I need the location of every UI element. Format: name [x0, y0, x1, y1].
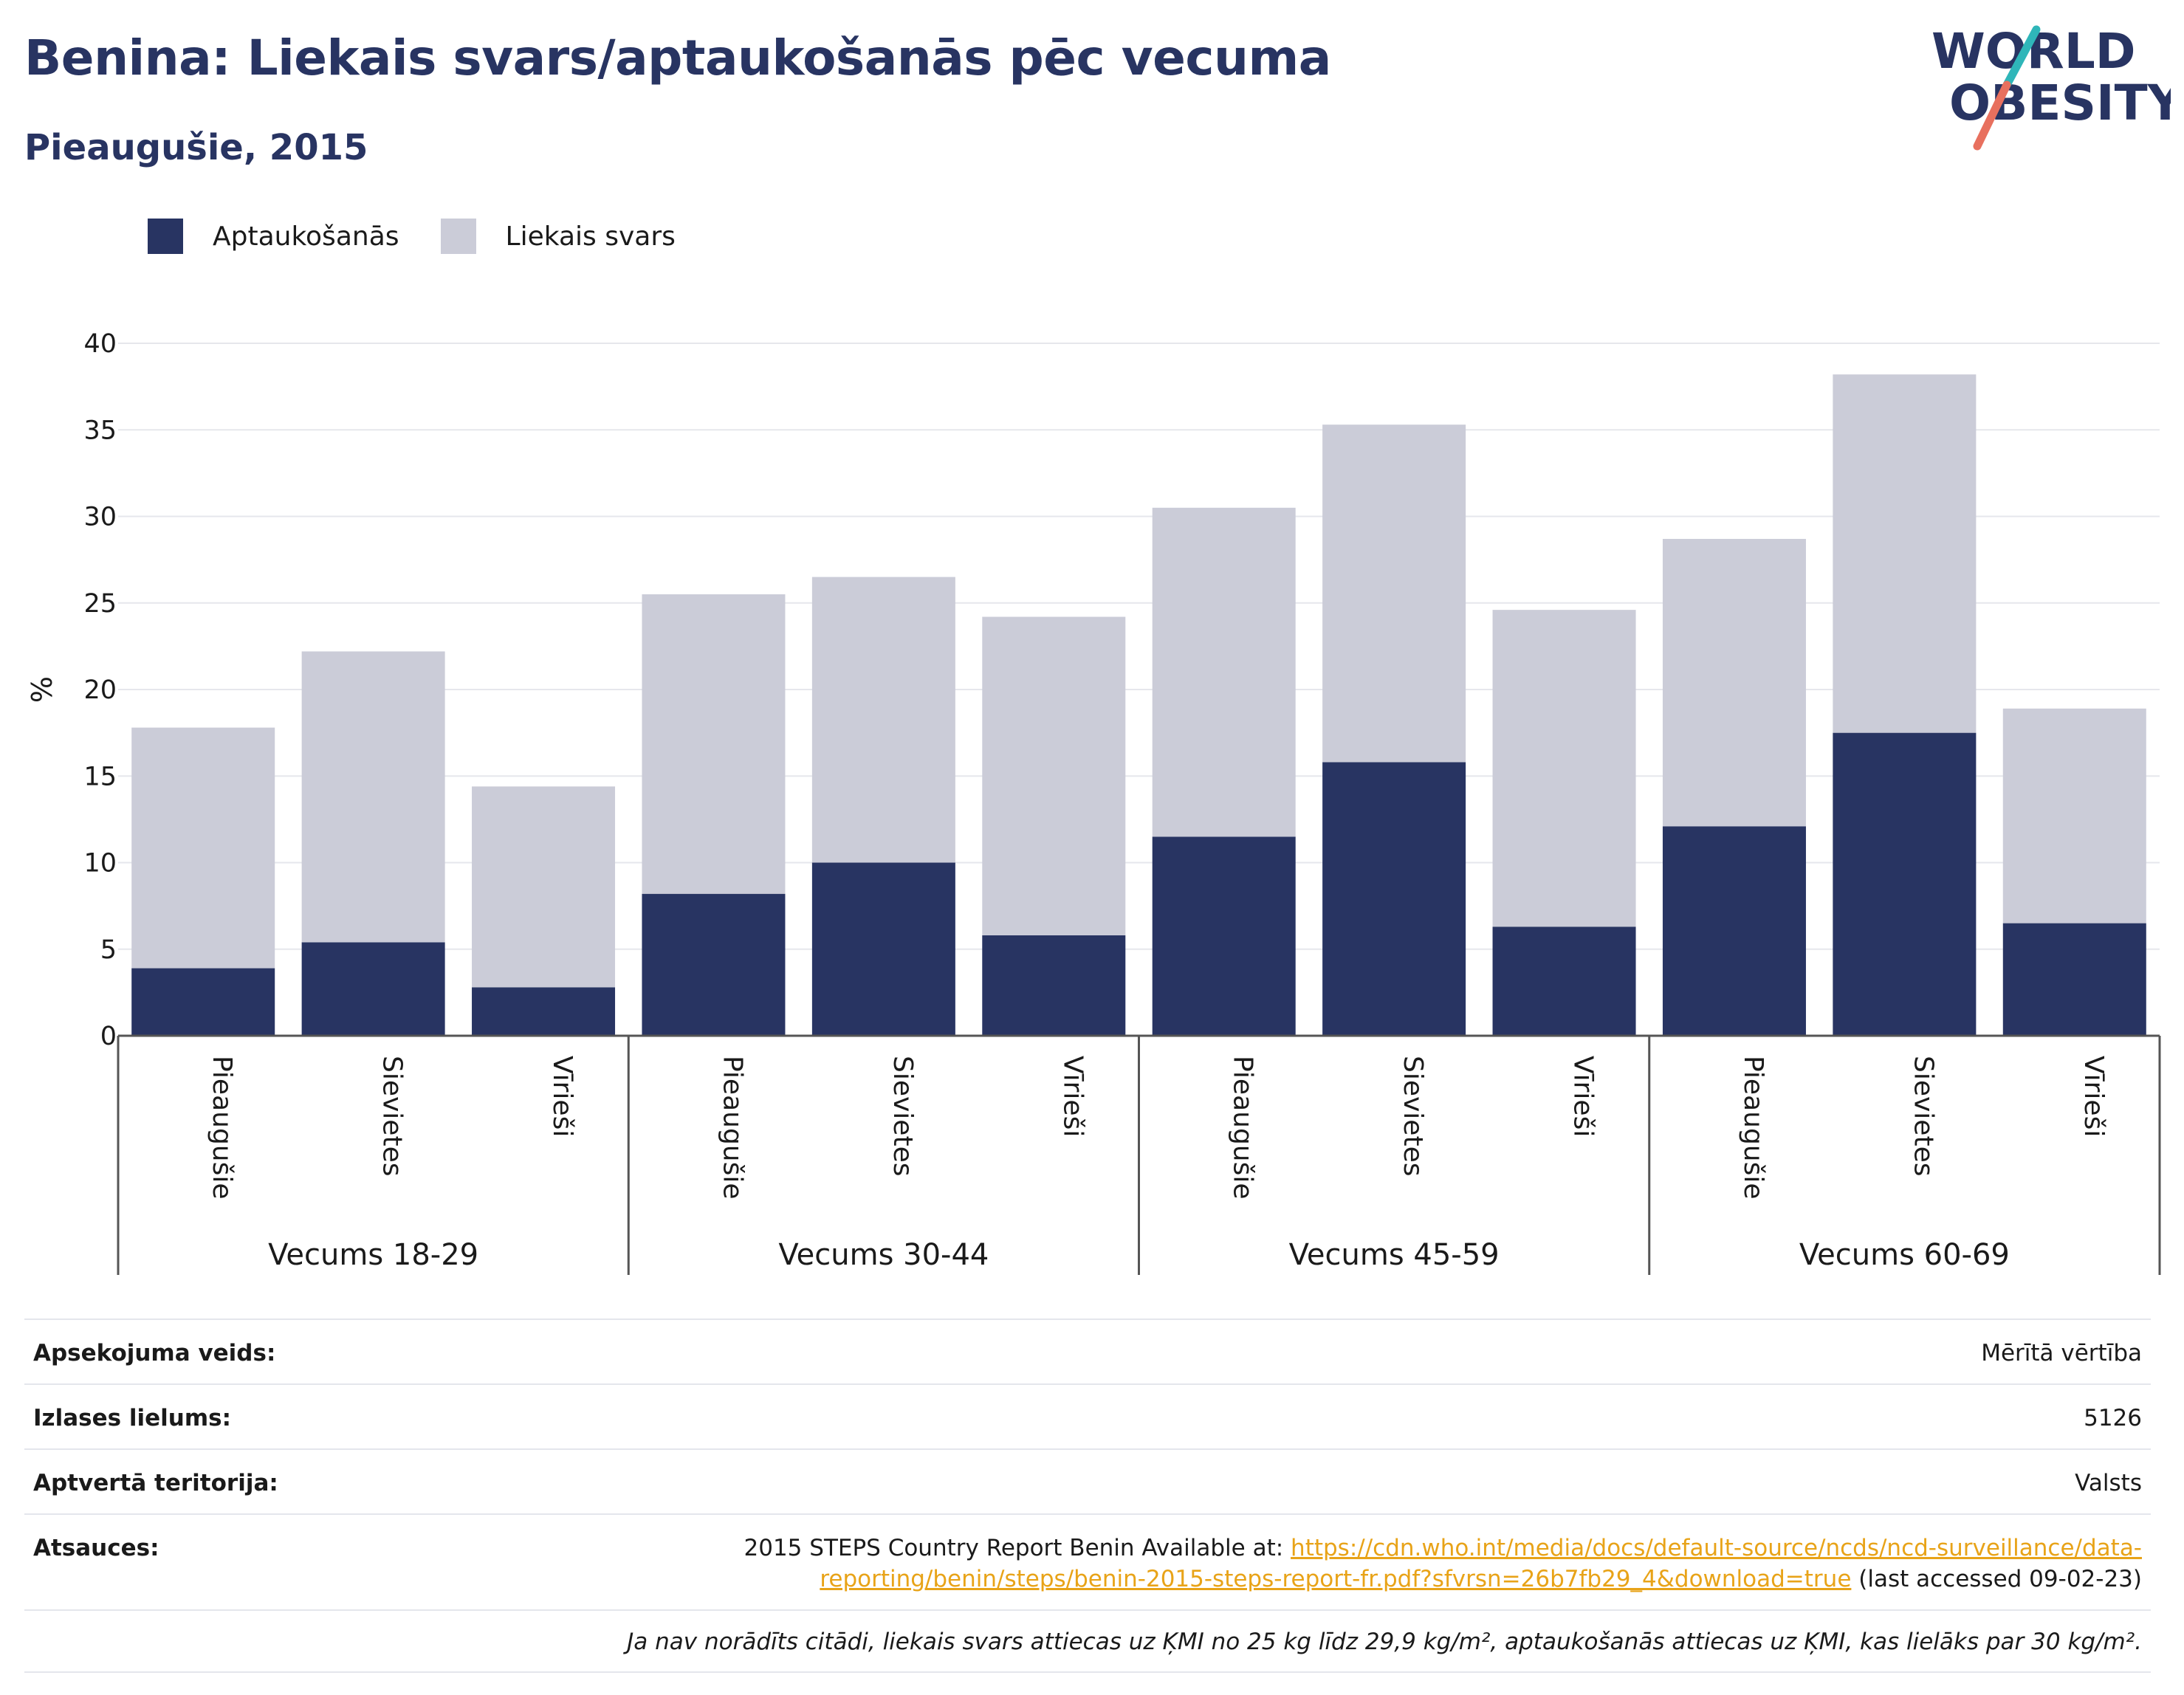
legend-swatch-obesity [148, 219, 183, 254]
bar-obesity [1662, 826, 1806, 1036]
info-row-sample-size: Izlases lielums: 5126 [24, 1383, 2151, 1448]
y-tick-label: 35 [83, 416, 117, 445]
y-tick-label: 30 [83, 503, 117, 532]
bar-overweight [301, 651, 445, 943]
bar-overweight [131, 727, 275, 969]
bar-overweight [811, 577, 955, 863]
logo-line2: OBESITY [1949, 75, 2171, 131]
bar-obesity [642, 893, 786, 1036]
x-category-label: Sievietes [1908, 1056, 1938, 1176]
x-group-label: Vecums 60-69 [1799, 1238, 2010, 1272]
bar-obesity [1322, 762, 1466, 1036]
x-category-label: Sievietes [377, 1056, 408, 1176]
x-category-label: Vīrieši [547, 1056, 577, 1137]
x-category-label: Vīrieši [2078, 1056, 2109, 1137]
y-tick-label: 10 [83, 849, 117, 879]
x-group-label: Vecums 45-59 [1289, 1238, 1500, 1272]
y-tick-label: 40 [83, 329, 117, 359]
logo-slash-coral [1973, 80, 2011, 151]
bar-obesity [1492, 926, 1636, 1036]
x-group-label: Vecums 18-29 [268, 1238, 478, 1272]
x-category-label: Sievietes [1398, 1056, 1428, 1176]
bar-obesity [811, 862, 955, 1036]
references-link[interactable]: https://cdn.who.int/media/docs/default-s… [820, 1535, 2142, 1592]
references-prefix: 2015 STEPS Country Report Benin Availabl… [744, 1535, 1291, 1561]
x-category-label: Vīrieši [1057, 1056, 1088, 1137]
references-suffix: (last accessed 09-02-23) [1851, 1566, 2142, 1592]
bar-obesity [131, 968, 275, 1036]
legend-item-obesity: Aptaukošanās [148, 219, 399, 254]
legend-item-overweight: Liekais svars [440, 219, 676, 254]
logo-slash-teal [2002, 25, 2041, 89]
info-row-area: Aptvertā teritorija: Valsts [24, 1448, 2151, 1513]
y-tick-label: 0 [100, 1022, 117, 1051]
survey-type-value: Mērītā vērtība [1981, 1340, 2142, 1366]
x-category-label: Pieaugušie [1228, 1056, 1258, 1200]
bar-overweight [1492, 610, 1636, 927]
bar-obesity [1833, 732, 1977, 1036]
y-tick-label: 15 [83, 762, 117, 791]
bar-obesity [1152, 836, 1296, 1036]
chart-legend: Aptaukošanās Liekais svars [148, 219, 717, 254]
bar-overweight [642, 594, 786, 894]
bar-overweight [982, 616, 1126, 935]
bar-obesity [2002, 923, 2146, 1036]
bar-overweight [472, 786, 616, 988]
bar-overweight [1833, 374, 1977, 733]
legend-swatch-overweight [440, 219, 476, 254]
bar-overweight [1662, 538, 1806, 827]
definition-note: Ja nav norādīts citādi, liekais svars at… [24, 1609, 2151, 1673]
world-obesity-logo: WORLD OBESITY [1931, 23, 2171, 151]
references-value: 2015 STEPS Country Report Benin Availabl… [680, 1533, 2142, 1595]
bar-obesity [301, 942, 445, 1036]
x-group-label: Vecums 30-44 [778, 1238, 989, 1272]
references-label: Atsauces: [33, 1535, 159, 1561]
chart-title: Benina: Liekais svars/aptaukošanās pēc v… [24, 30, 1331, 86]
legend-label-obesity: Aptaukošanās [213, 221, 399, 252]
info-row-survey-type: Apsekojuma veids: Mērītā vērtība [24, 1318, 2151, 1383]
chart-subtitle: Pieaugušie, 2015 [24, 127, 368, 168]
x-category-label: Sievietes [887, 1056, 918, 1176]
x-category-label: Pieaugušie [1738, 1056, 1768, 1200]
legend-label-overweight: Liekais svars [505, 221, 676, 252]
y-tick-label: 5 [100, 935, 117, 965]
bar-overweight [2002, 708, 2146, 924]
x-category-label: Vīrieši [1568, 1056, 1598, 1137]
info-row-references: Atsauces: 2015 STEPS Country Report Beni… [24, 1513, 2151, 1609]
bar-obesity [982, 935, 1126, 1036]
y-axis-label: % [26, 676, 58, 703]
survey-type-label: Apsekojuma veids: [33, 1340, 276, 1366]
x-category-label: Pieaugušie [207, 1056, 237, 1200]
survey-info-table: Apsekojuma veids: Mērītā vērtība Izlases… [24, 1318, 2151, 1673]
sample-size-value: 5126 [2084, 1405, 2142, 1431]
bar-overweight [1322, 424, 1466, 763]
x-category-label: Pieaugušie [717, 1056, 747, 1200]
y-tick-label: 25 [83, 589, 117, 619]
sample-size-label: Izlases lielums: [33, 1405, 231, 1431]
y-tick-label: 20 [83, 675, 117, 705]
area-value: Valsts [2075, 1470, 2142, 1496]
stacked-bar-chart: 0 5 10 15 20 25 30 35 40% Pieaugušie Sievietes Vīri… [26, 329, 2161, 1275]
bar-obesity [472, 987, 616, 1036]
bar-overweight [1152, 507, 1296, 837]
area-label: Aptvertā teritorija: [33, 1470, 278, 1496]
